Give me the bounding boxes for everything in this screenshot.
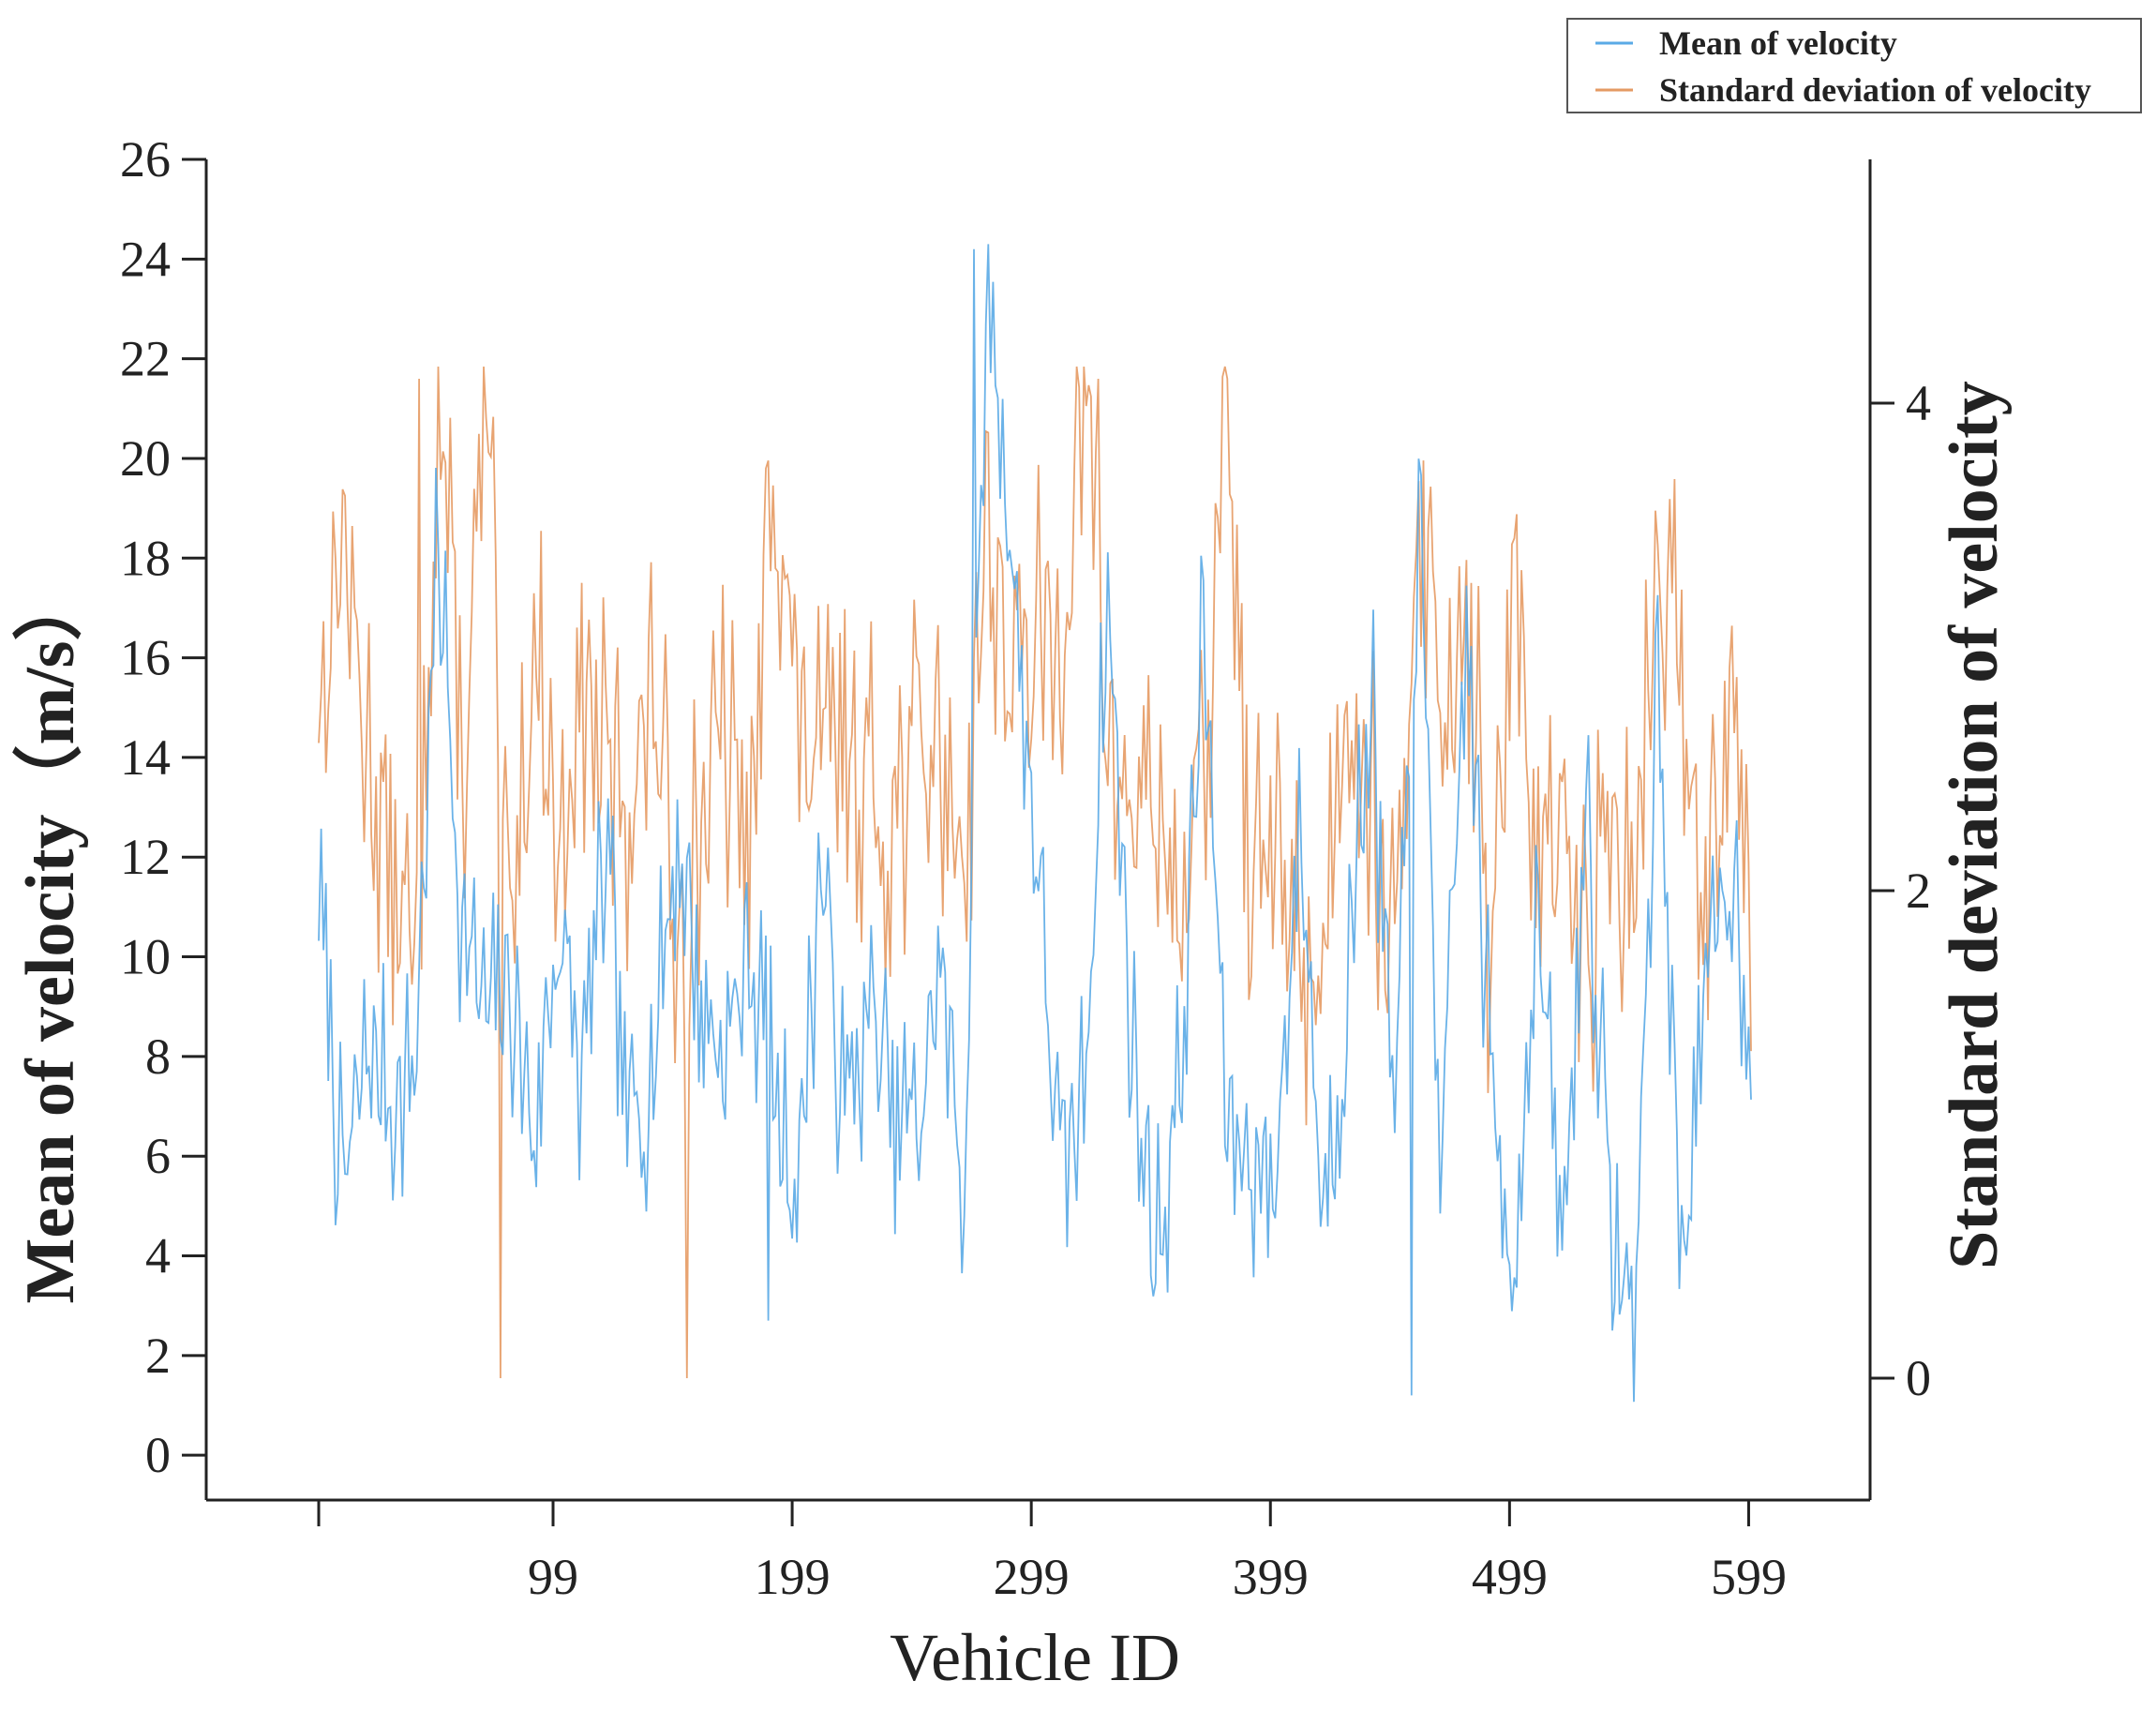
y-axis-left-title: Mean of velocity（m/s）: [12, 572, 89, 1304]
legend-box: [1566, 18, 2142, 113]
y-left-tick-label: 18: [120, 530, 171, 586]
legend-label-mean: Mean of velocity: [1659, 24, 1897, 62]
y-right-tick-label: 4: [1906, 375, 1931, 431]
legend: Mean of velocity Standard deviation of v…: [1566, 18, 2142, 113]
legend-label-std: Standard deviation of velocity: [1659, 71, 2091, 109]
y-left-tick-label: 20: [120, 430, 171, 487]
y-left-tick-label: 0: [145, 1427, 171, 1483]
x-axis-title: Vehicle ID: [890, 1620, 1180, 1695]
y-right-tick-label: 2: [1906, 863, 1931, 919]
y-right-tick-label: 0: [1906, 1350, 1931, 1406]
y-left-tick-label: 22: [120, 331, 171, 387]
y-left-tick-label: 16: [120, 630, 171, 686]
x-tick-label: 499: [1472, 1549, 1548, 1605]
series-layer: [318, 244, 1752, 1403]
y-left-tick-label: 26: [120, 131, 171, 188]
x-tick-label: 599: [1711, 1549, 1787, 1605]
x-tick-label: 399: [1233, 1549, 1309, 1605]
y-left-tick-label: 6: [145, 1128, 171, 1184]
y-left-tick-label: 14: [120, 729, 171, 786]
x-tick-label: 199: [755, 1549, 831, 1605]
y-left-tick-label: 8: [145, 1028, 171, 1085]
series-line-mean: [318, 244, 1752, 1403]
y-left-tick-label: 24: [120, 231, 171, 287]
series-line-std: [318, 366, 1752, 1379]
y-left-tick-label: 10: [120, 929, 171, 985]
y-left-tick-label: 12: [120, 829, 171, 885]
y-left-tick-label: 4: [145, 1228, 171, 1284]
y-axis-right-title: Standard deviation of velocity: [1936, 381, 2013, 1269]
x-tick-label: 99: [528, 1549, 578, 1605]
x-tick-label: 299: [994, 1549, 1070, 1605]
y-left-tick-label: 2: [145, 1328, 171, 1384]
axes-layer: [204, 159, 1872, 1502]
